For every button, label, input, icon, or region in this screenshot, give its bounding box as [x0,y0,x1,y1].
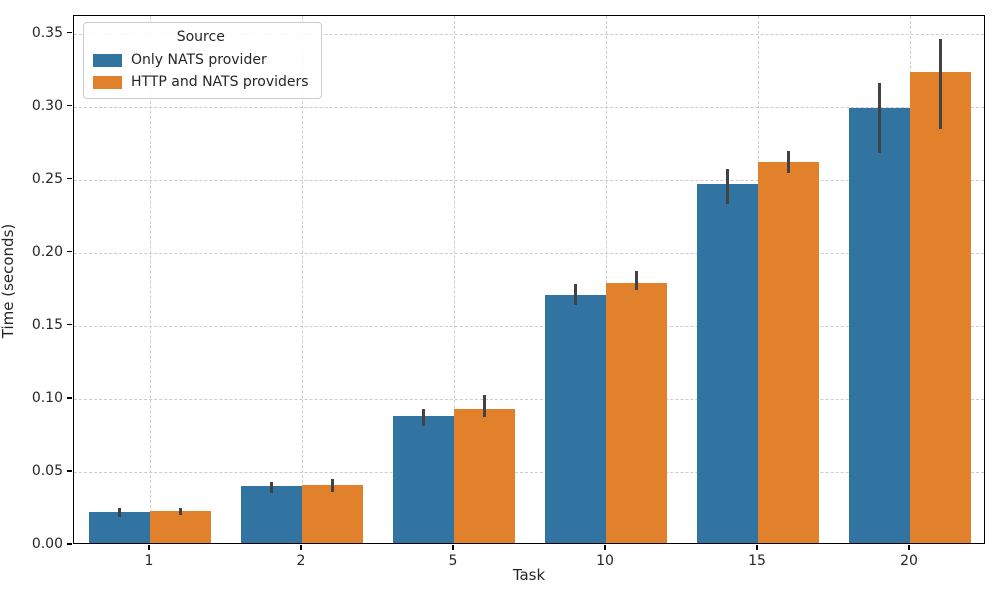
y-tick-mark [67,177,72,180]
y-tick-label: 0.10 [31,389,63,406]
bar-only-nats-task-10 [545,294,606,543]
bar-http-nats-task-20 [910,72,971,543]
gridline-y [74,325,984,327]
legend-swatch-blue-icon [93,53,122,67]
errorbar [634,271,639,291]
legend-label-only-nats: Only NATS provider [131,52,267,68]
y-tick-mark [67,543,72,545]
legend-title: Source [176,29,225,45]
gridline-y [74,471,984,473]
x-tick-label: 15 [748,553,766,569]
y-tick-mark [67,31,72,34]
y-tick-mark [67,324,72,326]
errorbar [421,408,426,427]
plot-area: Source Only NATS provider HTTP and NATS … [73,15,985,544]
bar-http-nats-task-2 [302,484,363,543]
x-axis-label: Task [512,566,546,584]
x-tick-mark [604,545,606,550]
gridline-y [74,33,984,35]
errorbar [117,507,122,517]
y-axis-label: Time (seconds) [0,223,17,339]
x-tick-mark [908,545,910,550]
bar-only-nats-task-15 [697,183,758,543]
y-tick-label: 0.15 [31,316,63,333]
errorbar [330,478,335,492]
y-tick-label: 0.00 [31,536,63,552]
x-tick-mark [148,545,150,550]
legend-label-http-nats: HTTP and NATS providers [131,74,309,90]
errorbar [482,395,487,418]
y-tick-label: 0.05 [31,462,63,479]
y-tick-mark [67,397,72,399]
errorbar [877,82,882,153]
bar-only-nats-task-2 [241,486,302,543]
y-tick-mark [67,104,72,107]
bar-http-nats-task-5 [454,408,515,543]
x-tick-label: 5 [448,553,458,569]
gridline-x [606,16,607,543]
x-tick-label: 10 [596,553,614,569]
x-tick-mark [452,545,454,550]
errorbar [178,507,183,516]
legend-item-only-nats: Only NATS provider [93,52,309,68]
bar-only-nats-task-20 [849,107,910,543]
errorbar [573,284,578,305]
bar-only-nats-task-5 [393,415,454,543]
bar-only-nats-task-1 [89,512,150,543]
errorbar [269,481,274,494]
gridline-y [74,398,984,400]
gridline-x [150,16,151,543]
gridline-x [454,16,455,543]
y-tick-label: 0.35 [31,24,63,41]
y-tick-mark [67,251,72,253]
x-tick-label: 2 [296,553,306,569]
x-tick-label: 20 [900,553,918,569]
legend: Source Only NATS provider HTTP and NATS … [83,22,322,99]
y-tick-label: 0.30 [31,97,63,114]
legend-item-http-nats: HTTP and NATS providers [93,74,309,90]
gridline-y [74,252,984,254]
errorbar [725,168,730,204]
x-tick-mark [300,545,302,550]
y-tick-label: 0.20 [31,243,63,260]
errorbar [786,151,791,174]
y-tick-mark [67,470,72,472]
y-tick-label: 0.25 [31,170,63,187]
legend-swatch-orange-icon [93,75,122,89]
bar-http-nats-task-15 [758,161,819,543]
x-tick-label: 1 [144,553,154,569]
gridline-y [74,106,984,108]
bar-http-nats-task-10 [606,282,667,543]
x-tick-mark [756,545,758,550]
bar-http-nats-task-1 [150,510,211,543]
errorbar [938,38,943,130]
gridline-y [74,179,984,181]
gridline-x [302,16,303,543]
